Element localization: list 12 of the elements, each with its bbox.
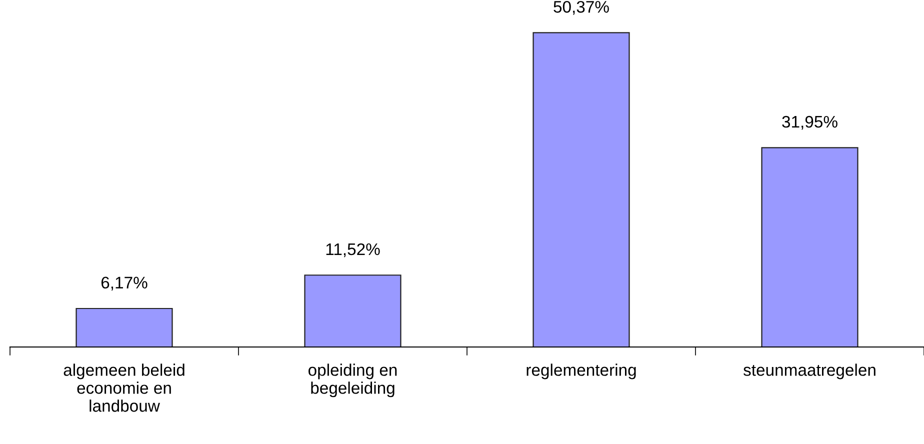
data-label: 50,37% [554, 0, 609, 15]
x-tick-label: steunmaatregelen [744, 364, 876, 380]
data-label: 31,95% [782, 116, 838, 130]
x-tick-label: opleiding en begeleiding [308, 364, 397, 398]
bar [532, 32, 630, 347]
bar [304, 274, 402, 347]
bar [76, 308, 173, 347]
bar [761, 147, 858, 347]
data-label: 6,17% [101, 276, 148, 291]
x-tick-label: algemeen beleid economie en landbouw [64, 364, 184, 412]
x-tick-label: reglementering [526, 364, 636, 380]
data-label: 11,52% [326, 243, 380, 258]
